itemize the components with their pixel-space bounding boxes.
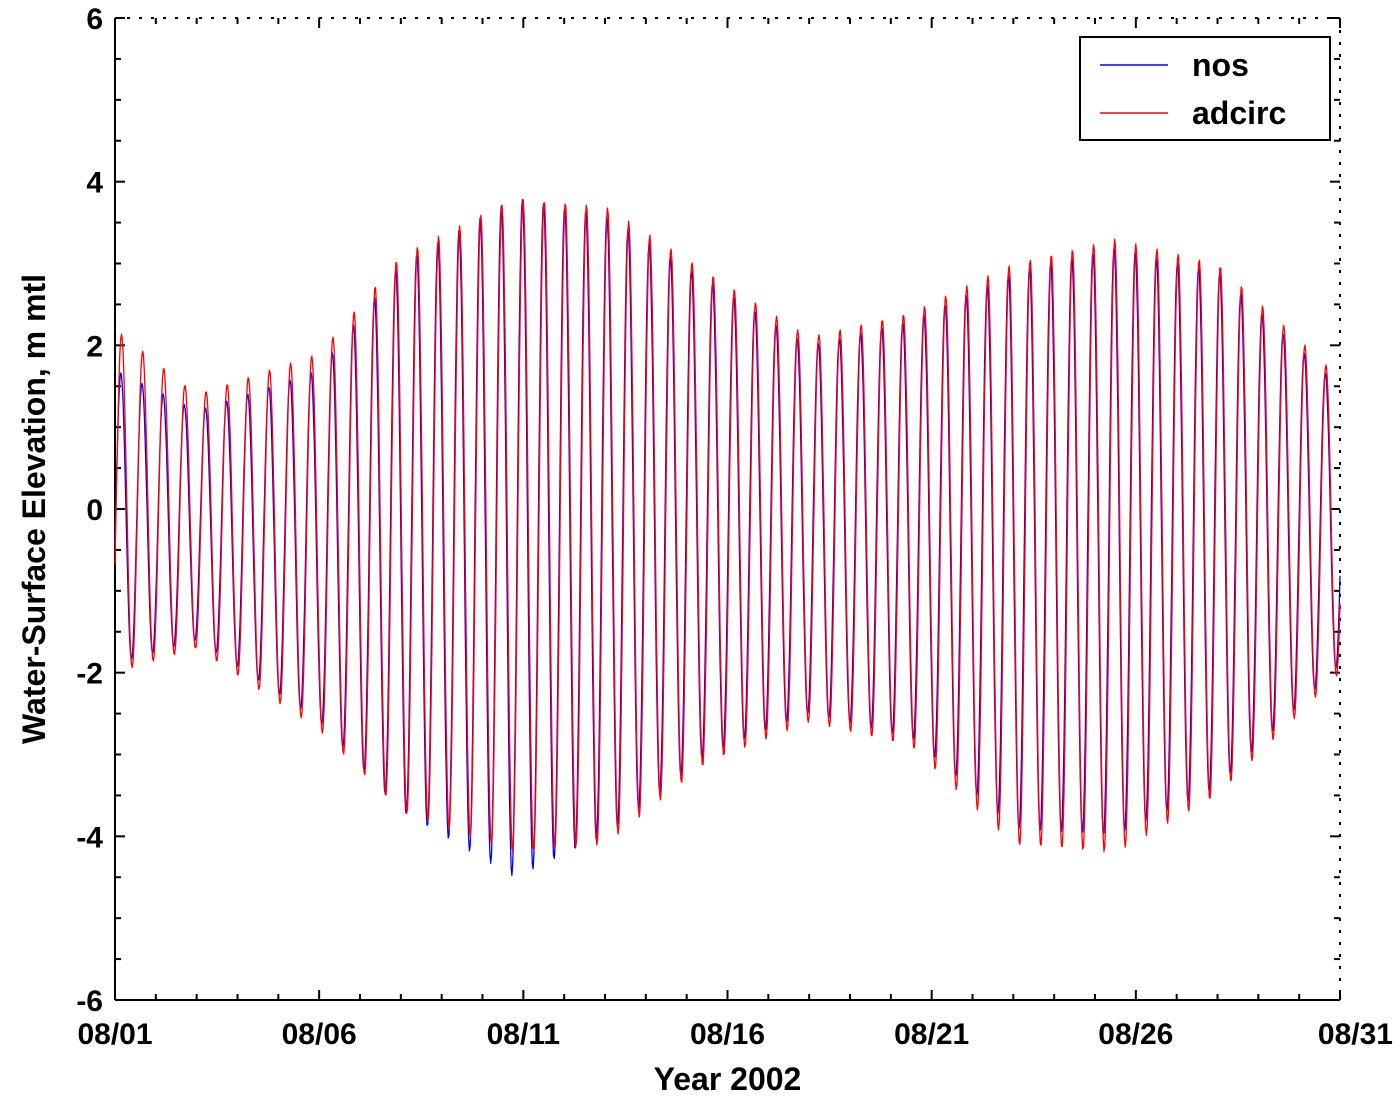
x-tick-label: 08/21 xyxy=(894,1018,969,1051)
x-tick-label: 08/16 xyxy=(690,1018,765,1051)
y-tick-label: 0 xyxy=(86,494,103,527)
x-tick-label: 08/31 xyxy=(1318,1018,1393,1051)
x-tick-labels: 08/01 08/06 08/11 08/16 08/21 08/26 08/31 xyxy=(77,1018,1393,1051)
axis-ticks xyxy=(114,17,1341,1001)
plot-frame xyxy=(114,17,1341,1001)
x-tick-label: 08/06 xyxy=(282,1018,357,1051)
y-tick-label: 6 xyxy=(86,3,103,36)
legend-box xyxy=(1079,36,1331,141)
series-layer xyxy=(114,198,1341,876)
y-tick-labels: -6 -4 -2 0 2 4 6 xyxy=(76,3,103,1018)
x-tick-label: 08/11 xyxy=(487,1018,560,1051)
y-tick-label: -6 xyxy=(76,985,103,1018)
x-tick-label: 08/01 xyxy=(77,1018,152,1051)
y-tick-label: -2 xyxy=(76,658,103,691)
series-line-adcirc xyxy=(114,199,1341,853)
legend: nos adcirc xyxy=(1079,36,1331,141)
y-axis-title: Water-Surface Elevation, m mtl xyxy=(16,274,52,744)
y-tick-label: -4 xyxy=(76,821,103,854)
series-line-nos xyxy=(114,198,1341,876)
y-tick-label: 4 xyxy=(86,167,103,200)
x-axis-title: Year 2002 xyxy=(654,1061,802,1097)
legend-label-adcirc: adcirc xyxy=(1192,95,1286,131)
legend-label-nos: nos xyxy=(1192,47,1249,83)
y-tick-label: 2 xyxy=(86,330,103,363)
x-tick-label: 08/26 xyxy=(1098,1018,1173,1051)
